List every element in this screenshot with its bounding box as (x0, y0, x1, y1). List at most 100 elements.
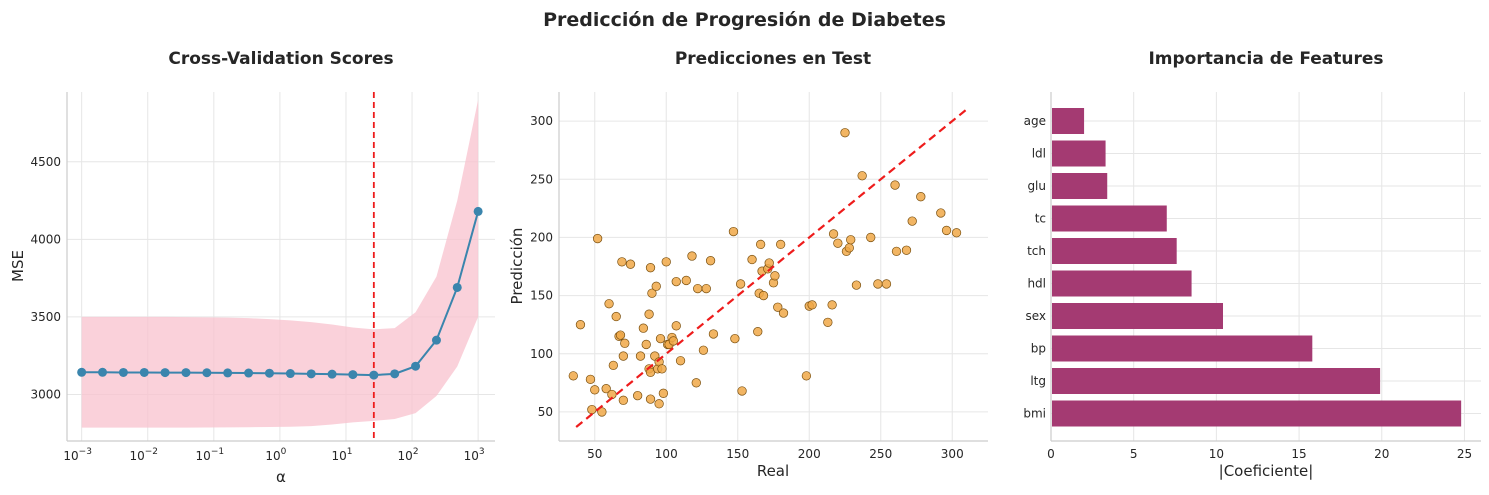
scatter-point (675, 356, 686, 366)
panel-title: Predicciones en Test (675, 49, 871, 69)
bar-tch (1052, 238, 1177, 264)
mse-point (348, 370, 358, 380)
cv-scores-panel: Cross-Validation Scores α MSE 10−3 10−2 10… (9, 49, 495, 486)
scatter-point (951, 228, 962, 238)
scatter-point (846, 235, 856, 245)
bar-ldl (1052, 140, 1106, 167)
y-tick-label: 4500 (30, 155, 61, 169)
scatter-point (844, 243, 854, 253)
bar-bp (1052, 335, 1313, 362)
y-tick-label: glu (1027, 179, 1046, 193)
scatter-point (618, 395, 628, 405)
bar-sex (1052, 303, 1223, 329)
scatter-point (608, 360, 618, 371)
scatter-point (647, 288, 657, 298)
scatter-point (604, 299, 614, 309)
x-tick-label: 150 (726, 447, 749, 461)
y-tick-label: age (1024, 114, 1046, 128)
x-tick-label: 20 (1374, 447, 1389, 461)
y-tick-label: 3000 (30, 387, 61, 401)
y-tick-label: 50 (538, 405, 553, 419)
scatter-point (655, 333, 666, 344)
scatter-point (671, 321, 681, 331)
y-tick-label: 4000 (30, 232, 61, 246)
scatter-point (575, 320, 586, 330)
x-tick-exponent: −2 (145, 447, 158, 457)
scatter-point (730, 333, 740, 344)
mse-point (244, 368, 254, 378)
scatter-point (590, 385, 600, 395)
y-tick-label: bmi (1023, 407, 1046, 421)
x-tick-label: 50 (587, 447, 602, 461)
scatter-point (891, 246, 902, 257)
scatter-point (827, 300, 837, 310)
panel-title: Importancia de Features (1148, 49, 1383, 69)
mse-point (264, 368, 274, 378)
mse-point (223, 368, 233, 378)
x-tick-label: 10−1 (196, 447, 225, 463)
mse-point (285, 369, 295, 379)
scatter-point (773, 302, 783, 312)
scatter-point (755, 239, 766, 250)
x-axis-label: α (276, 468, 286, 486)
scatter-point (592, 233, 603, 244)
x-tick-label: 100 (655, 447, 678, 461)
scatter-point (881, 279, 892, 289)
y-tick-label: hdl (1027, 277, 1046, 291)
scatter-point (851, 280, 862, 290)
scatter-point (597, 407, 607, 417)
scatter-point (645, 394, 656, 404)
x-tick-label: 100 (265, 447, 286, 463)
scatter-point (873, 279, 883, 289)
mse-point (369, 370, 379, 380)
scatter-point (635, 351, 646, 361)
scatter-point (916, 192, 926, 202)
y-tick-label: 3500 (30, 310, 61, 324)
scatter-point (587, 404, 597, 415)
x-tick-exponent: 3 (479, 447, 485, 457)
mse-point (306, 369, 316, 379)
x-tick-label: 102 (398, 447, 419, 463)
x-tick-label: 25 (1457, 447, 1472, 461)
scatter-point (638, 323, 649, 333)
bar-ltg (1052, 368, 1381, 394)
y-tick-label: ldl (1032, 147, 1046, 161)
x-tick-exponent: 2 (413, 447, 419, 457)
scatter-point (644, 309, 654, 319)
bar-bmi (1052, 400, 1462, 427)
scatter-point (705, 256, 716, 266)
scatter-point (747, 254, 757, 265)
x-tick-label: 10−3 (63, 447, 92, 463)
y-tick-label: 150 (530, 289, 553, 303)
scatter-point (617, 257, 627, 267)
x-tick-label: 200 (798, 447, 821, 461)
feature-importance-panel: Importancia de Features |Coeficiente| ag… (1023, 49, 1481, 480)
y-tick-label: ltg (1030, 374, 1046, 388)
scatter-point (770, 271, 780, 281)
test-predictions-panel: Predicciones en Test Real Predicción 50 1… (508, 49, 988, 480)
x-axis-label: |Coeficiente| (1219, 462, 1314, 480)
scatter-point (568, 371, 578, 381)
y-tick-label: sex (1025, 309, 1046, 323)
y-tick-label: tc (1035, 212, 1046, 226)
x-tick-label: 250 (869, 447, 892, 461)
scatter-point (691, 378, 701, 388)
mse-point (160, 368, 170, 378)
scatter-point (668, 336, 679, 346)
scatter-point (618, 351, 628, 361)
mse-point (411, 361, 421, 371)
scatter-point (585, 374, 596, 384)
scatter-point (625, 259, 636, 269)
scatter-point (737, 386, 747, 396)
x-tick-label: 0 (1047, 447, 1055, 461)
mse-point (98, 367, 108, 377)
y-tick-label: 250 (530, 172, 553, 186)
scatter-point (657, 364, 667, 374)
x-tick-label: 103 (464, 447, 485, 463)
std-band (81, 99, 479, 428)
x-tick-exponent: −1 (211, 447, 224, 457)
scatter-point (651, 281, 661, 291)
mse-point (181, 368, 191, 378)
scatter-point (941, 225, 952, 236)
scatter-point (658, 388, 669, 398)
